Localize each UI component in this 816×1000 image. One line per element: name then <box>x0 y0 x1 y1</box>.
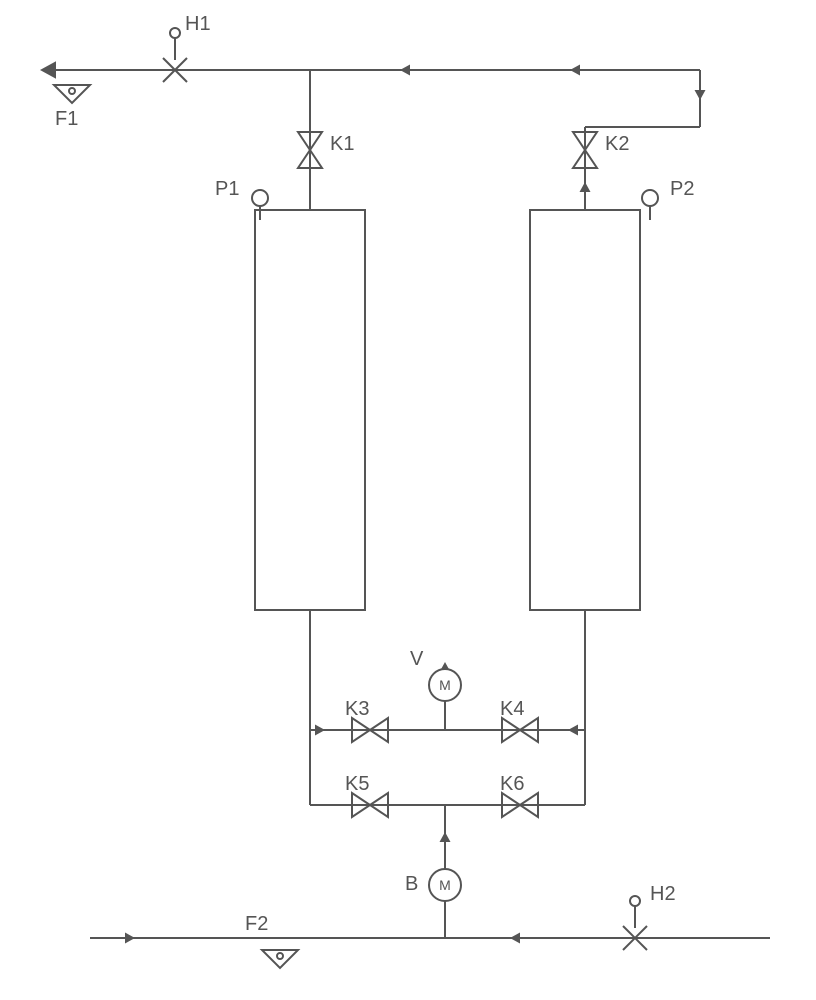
label-k6: K6 <box>500 773 524 795</box>
meter-v: M <box>429 669 461 701</box>
label-p1: P1 <box>215 178 239 200</box>
valve-h2 <box>623 896 647 950</box>
label-f1: F1 <box>55 108 78 130</box>
label-b: B <box>405 873 418 895</box>
label-k4: K4 <box>500 698 524 720</box>
flag-f1 <box>54 85 90 103</box>
label-h2: H2 <box>650 883 676 905</box>
label-k5: K5 <box>345 773 369 795</box>
label-v: V <box>410 648 424 670</box>
svg-text:M: M <box>439 877 451 893</box>
column-right <box>530 210 640 610</box>
meter-b: M <box>429 869 461 901</box>
label-p2: P2 <box>670 178 694 200</box>
label-k1: K1 <box>330 133 354 155</box>
flag-f2 <box>262 950 298 968</box>
label-k2: K2 <box>605 133 629 155</box>
label-h1: H1 <box>185 13 211 35</box>
column-left <box>255 210 365 610</box>
valve-h1 <box>163 28 187 82</box>
label-f2: F2 <box>245 913 268 935</box>
svg-text:M: M <box>439 677 451 693</box>
piping-diagram: M M H1 F1 K1 K2 P1 P2 V K3 K4 K5 K6 B F2 H2 <box>0 0 816 1000</box>
label-k3: K3 <box>345 698 369 720</box>
